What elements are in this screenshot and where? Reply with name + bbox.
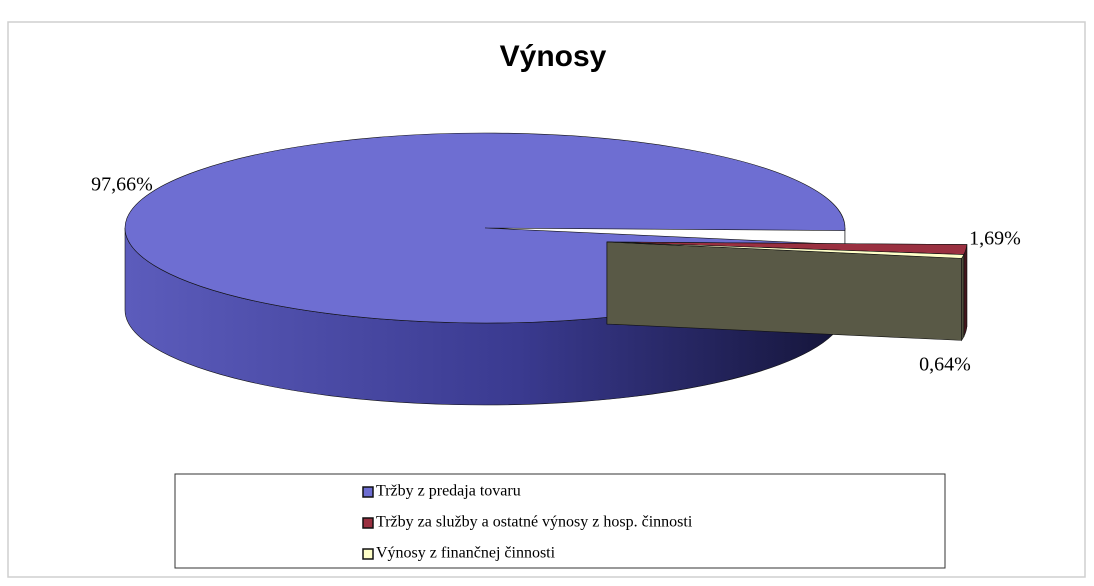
legend-label: Výnosy z finančnej činnosti — [376, 545, 556, 562]
legend-swatch — [362, 517, 374, 529]
data-label: 1,69% — [969, 228, 1021, 250]
pie — [124, 132, 968, 406]
legend: Tržby z predaja tovaru Tržby za služby a … — [362, 483, 693, 562]
legend-label: Tržby za služby a ostatné výnosy z hosp.… — [376, 514, 693, 531]
slice-top — [606, 241, 965, 259]
slice-wall — [606, 241, 962, 341]
legend-swatch — [362, 548, 374, 560]
legend-box — [174, 473, 946, 569]
slice-side — [963, 244, 968, 337]
data-label: 0,64% — [919, 354, 971, 376]
legend-swatch — [362, 486, 374, 498]
chart-title: Výnosy — [500, 40, 607, 73]
legend-label: Tržby z predaja tovaru — [376, 483, 521, 500]
data-label: 97,66% — [91, 174, 153, 196]
slice-side — [961, 254, 965, 342]
